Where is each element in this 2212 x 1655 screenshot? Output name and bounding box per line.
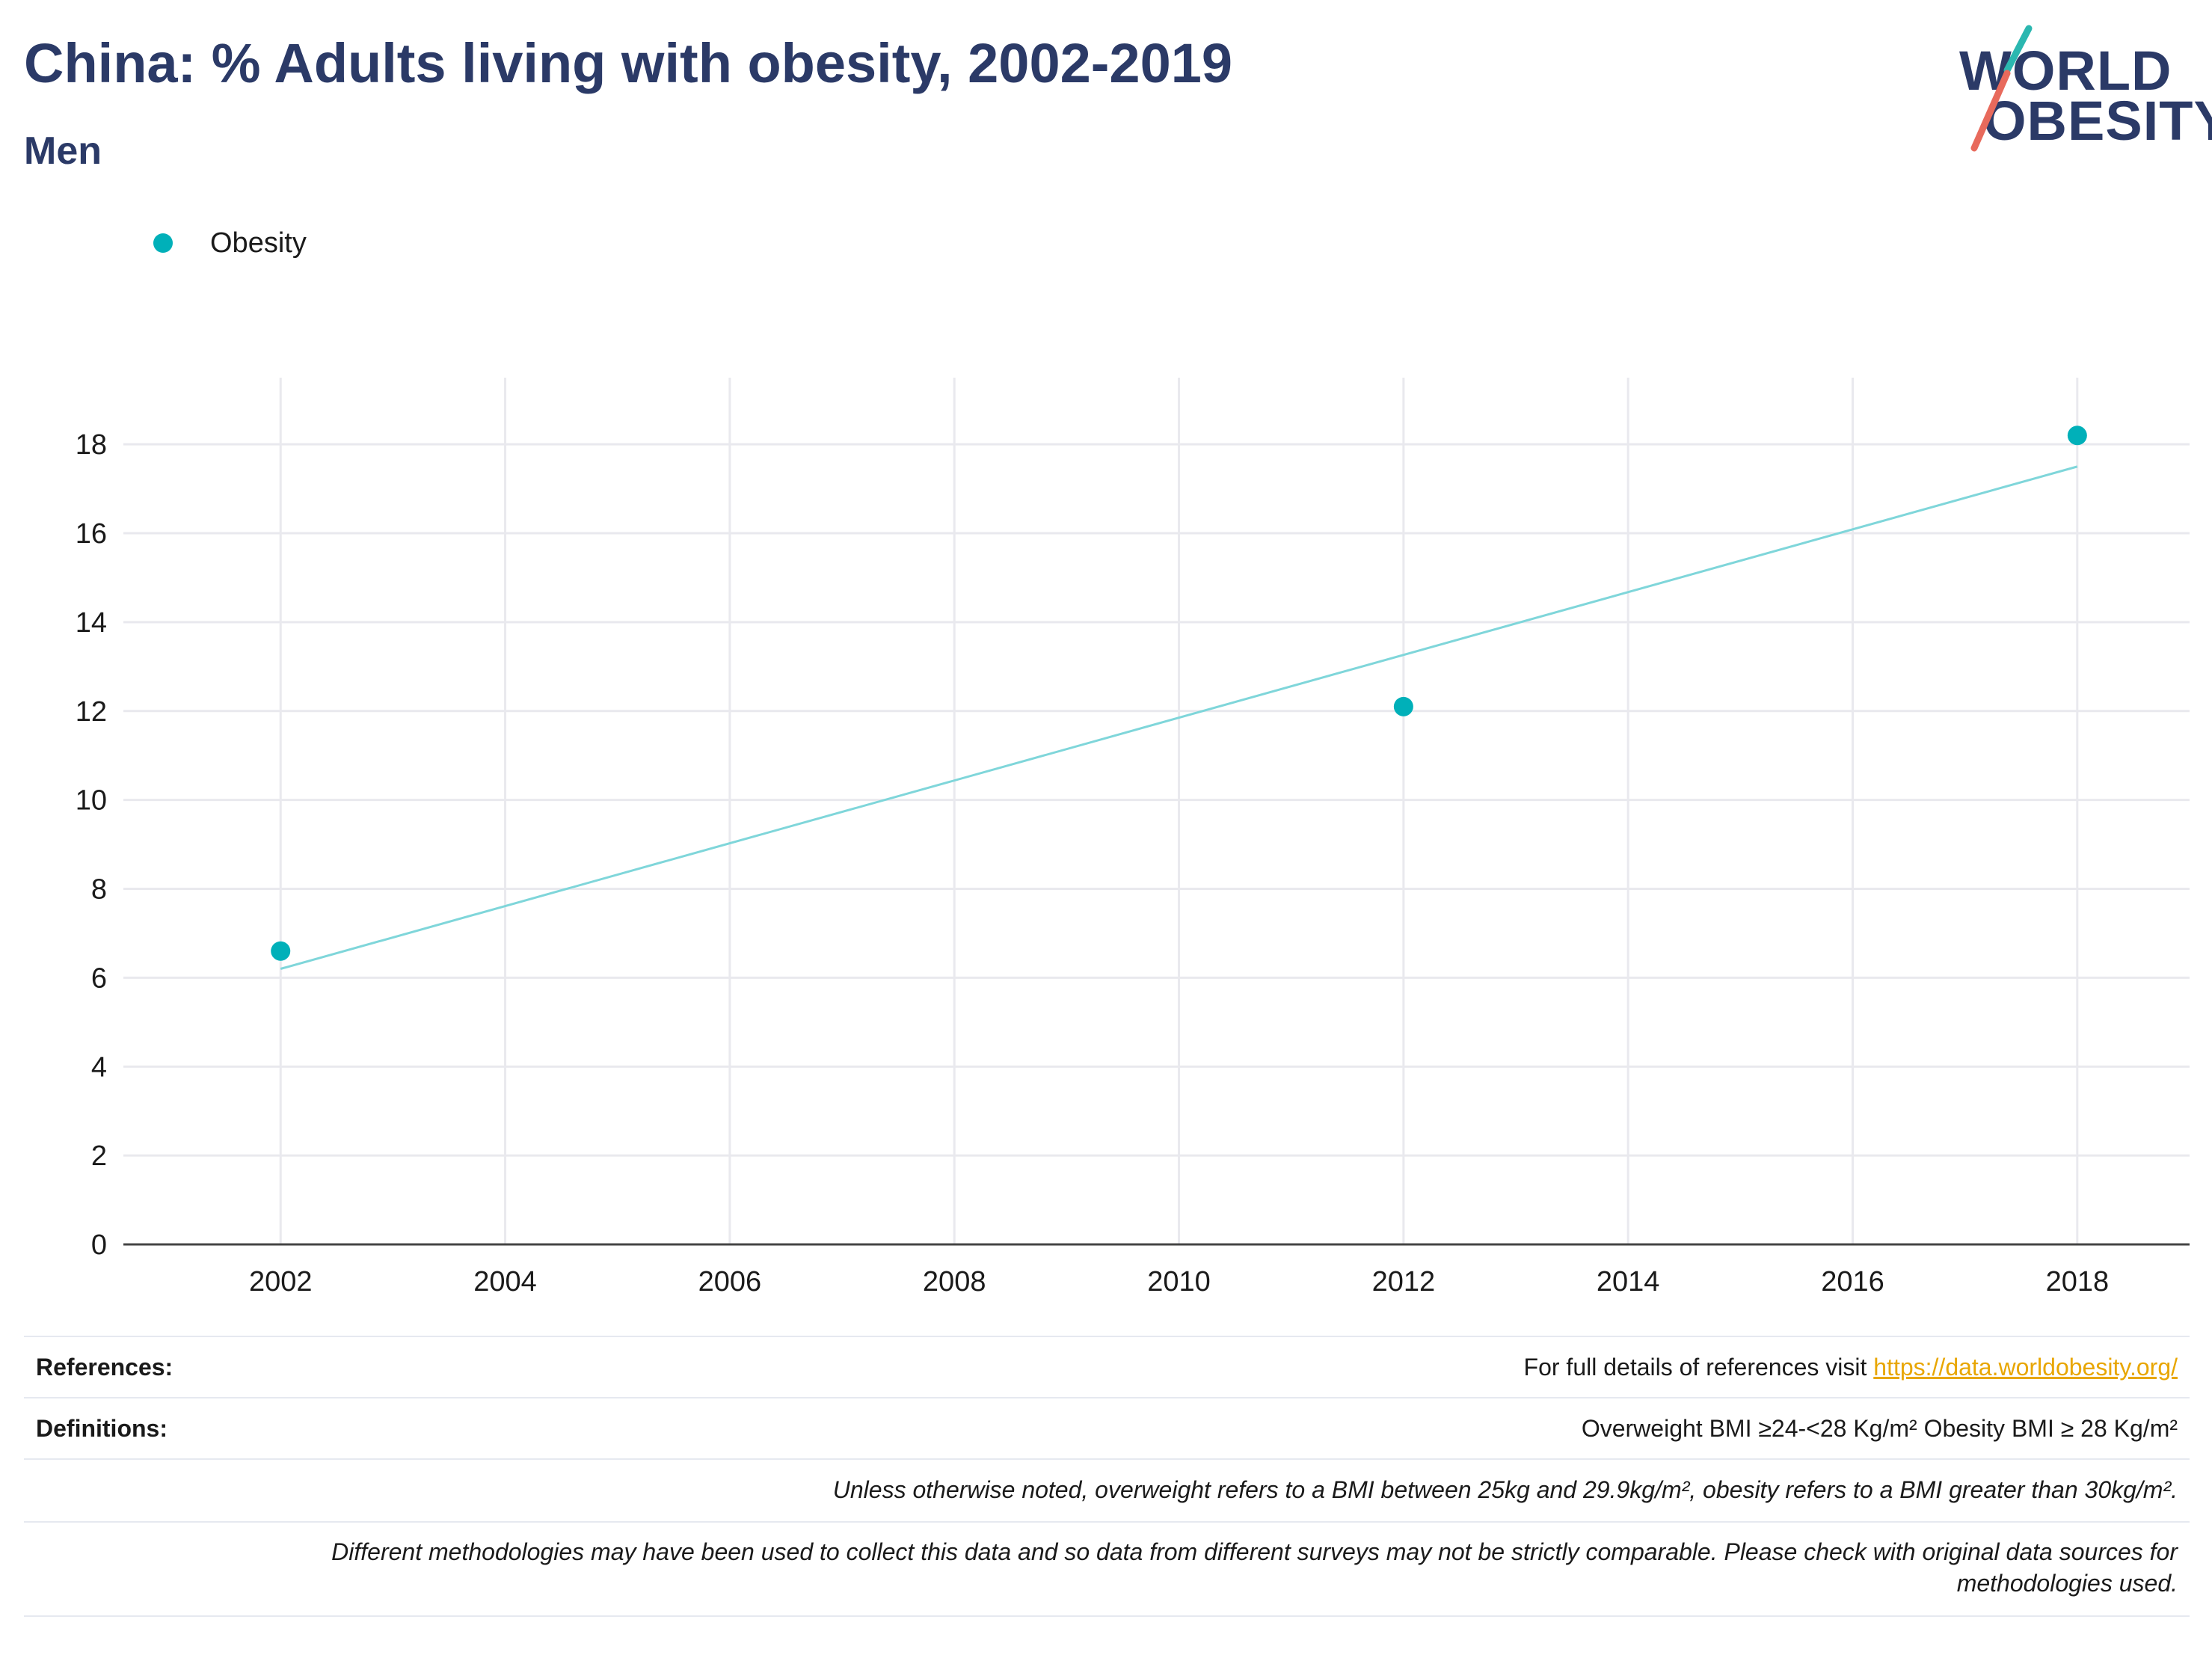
chart-title: China: % Adults living with obesity, 200…	[24, 32, 1233, 94]
chart-legend: Obesity	[153, 224, 307, 262]
y-tick-label: 4	[91, 1051, 107, 1083]
methodology-note: Different methodologies may have been us…	[331, 1536, 2178, 1599]
x-tick-label: 2014	[1597, 1266, 1660, 1298]
definitions-value: Overweight BMI ≥24-<28 Kg/m² Obesity BMI…	[1581, 1415, 2178, 1442]
references-value: For full details of references visit htt…	[1524, 1354, 2178, 1381]
x-tick-label: 2012	[1372, 1266, 1436, 1298]
references-link[interactable]: https://data.worldobesity.org/	[1873, 1354, 2178, 1381]
x-tick-label: 2006	[698, 1266, 762, 1298]
y-tick-label: 0	[91, 1229, 107, 1261]
x-tick-label: 2010	[1147, 1266, 1211, 1298]
x-tick-label: 2004	[473, 1266, 537, 1298]
footer-definitions-row: Definitions: Overweight BMI ≥24-<28 Kg/m…	[24, 1398, 2190, 1460]
methodology-note-line2: methodologies used.	[1956, 1570, 2178, 1597]
logo-word-obesity: OBESITY	[1983, 90, 2212, 152]
footer-note-row: Unless otherwise noted, overweight refer…	[24, 1460, 2190, 1523]
references-label: References:	[36, 1354, 173, 1381]
y-tick-label: 18	[76, 429, 107, 461]
x-tick-label: 2008	[923, 1266, 986, 1298]
legend-marker-obesity	[153, 233, 173, 253]
y-tick-label: 8	[91, 874, 107, 906]
x-tick-label: 2016	[1821, 1266, 1884, 1298]
y-tick-label: 2	[91, 1140, 107, 1172]
definitions-label: Definitions:	[36, 1415, 168, 1442]
data-point-obesity	[1393, 696, 1413, 716]
scatter-chart: 0 2 4 6 8 10 12 14 16 18 2002 2004 2006 2008 2010 2012 2…	[76, 378, 2190, 1298]
references-text: For full details of references visit	[1523, 1354, 1874, 1381]
footer-references-row: References: For full details of referenc…	[24, 1336, 2190, 1398]
bmi-note: Unless otherwise noted, overweight refer…	[832, 1476, 2178, 1503]
chart-subtitle: Men	[24, 129, 102, 173]
world-obesity-logo: WORLD OBESITY	[1944, 15, 2212, 165]
y-tick-label: 16	[76, 518, 107, 550]
y-tick-label: 12	[76, 696, 107, 728]
footer-methodology-row: Different methodologies may have been us…	[24, 1523, 2190, 1617]
trend-line	[280, 465, 2078, 970]
y-tick-label: 10	[76, 785, 107, 817]
legend-label-obesity: Obesity	[210, 227, 307, 259]
y-tick-label: 6	[91, 962, 107, 994]
logo-word-world: WORLD	[1959, 40, 2172, 102]
y-tick-label: 14	[76, 607, 107, 639]
x-tick-label: 2018	[2046, 1266, 2110, 1298]
data-point-obesity	[271, 941, 291, 961]
data-point-obesity	[2067, 426, 2087, 446]
x-tick-label: 2002	[249, 1266, 313, 1298]
logo-slash-icon	[1970, 25, 2033, 152]
methodology-note-line1: Different methodologies may have been us…	[331, 1538, 2178, 1565]
